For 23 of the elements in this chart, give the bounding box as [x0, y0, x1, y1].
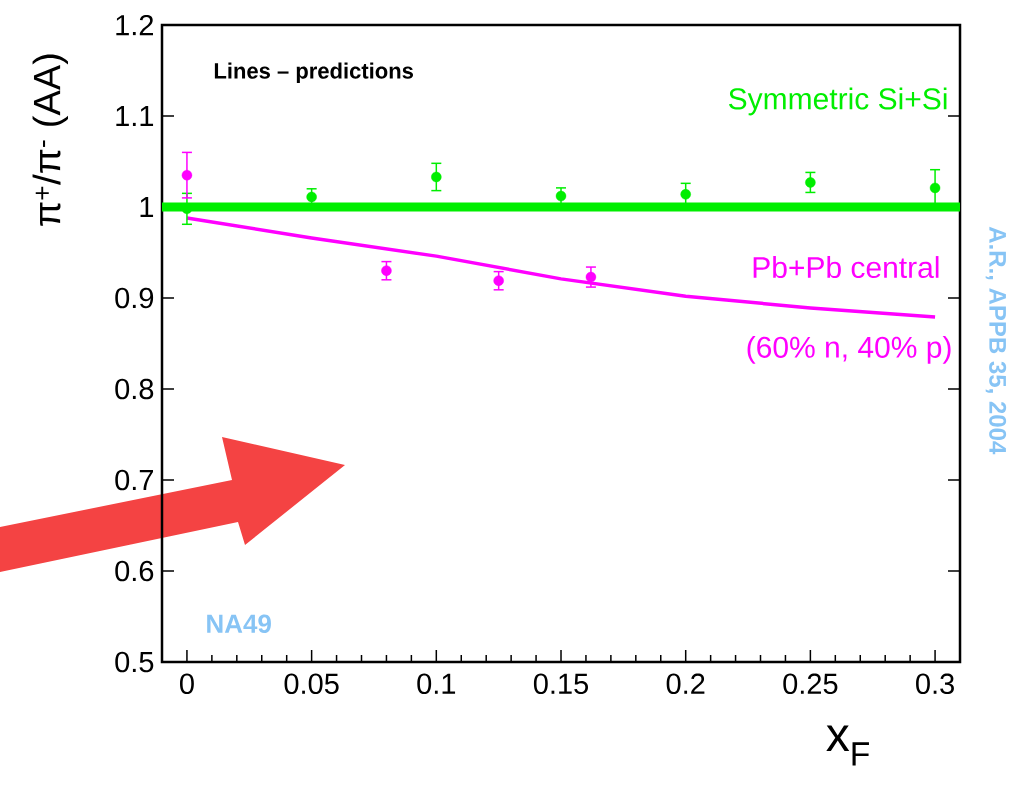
- y-tick-label: 0.7: [115, 469, 154, 491]
- y-axis-title: π$^{+}$/π$^{-}$ (AA): [32, 54, 68, 226]
- y-tick-label: 0.9: [115, 287, 154, 309]
- y-tick-label: 1: [140, 197, 154, 217]
- y-tick-label: 0.8: [115, 378, 154, 400]
- x-tick-label: 0.25: [783, 673, 838, 695]
- x-tick-label: 0.1: [417, 673, 456, 695]
- y-tick-label: 0.5: [115, 651, 154, 673]
- text: Symmetric Si+Si: [728, 87, 947, 116]
- text: A.R., APPB 35, 2004: [985, 226, 1007, 455]
- x-axis-title: x$_{F}$: [826, 725, 869, 766]
- x-tick-label: 0.3: [916, 673, 954, 695]
- x-tick-label: 0.2: [666, 673, 705, 695]
- x-tick-label: 0.15: [533, 673, 589, 695]
- x-tick-label: 0: [180, 673, 194, 695]
- annotation: Lines – predictions: [214, 62, 414, 84]
- x-tick-label: 0.05: [284, 673, 339, 695]
- y-tick-label: 1.1: [116, 106, 154, 126]
- y-tick-label: 1.2: [116, 14, 154, 36]
- y-tick-label: 0.6: [115, 560, 154, 582]
- annotation: NA49: [207, 614, 271, 633]
- annotation: (60% n, 40% p): [747, 335, 951, 364]
- series-label: Pb+Pb central: [753, 256, 939, 279]
